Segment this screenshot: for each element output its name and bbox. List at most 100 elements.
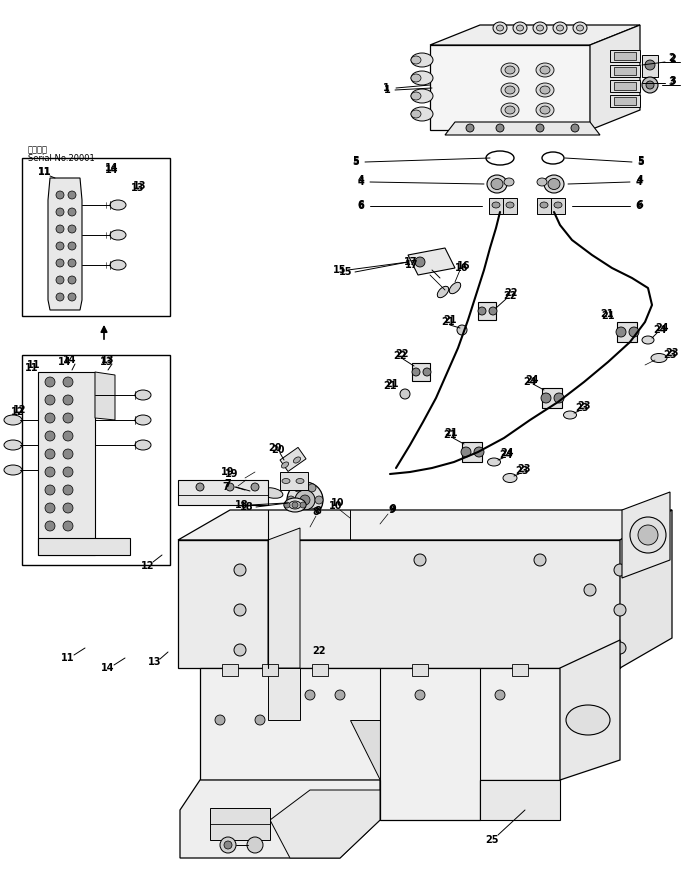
Ellipse shape (135, 390, 151, 400)
Circle shape (300, 502, 306, 508)
Circle shape (541, 393, 551, 403)
Ellipse shape (110, 260, 126, 270)
Ellipse shape (566, 705, 610, 735)
Circle shape (616, 327, 626, 337)
Circle shape (629, 327, 639, 337)
Text: 5: 5 (353, 157, 359, 167)
Text: 6: 6 (636, 200, 643, 210)
Text: 4: 4 (636, 177, 642, 187)
Circle shape (461, 447, 471, 457)
Text: 20: 20 (268, 443, 282, 453)
Circle shape (63, 467, 73, 477)
Circle shape (63, 395, 73, 405)
Text: 23: 23 (665, 348, 679, 358)
Text: 7: 7 (222, 482, 229, 492)
Text: 4: 4 (357, 177, 364, 187)
Bar (210, 808, 270, 840)
Ellipse shape (501, 83, 519, 97)
Circle shape (638, 525, 658, 545)
Ellipse shape (642, 336, 654, 344)
Circle shape (56, 259, 64, 267)
Text: 18: 18 (235, 500, 249, 510)
Circle shape (45, 395, 55, 405)
Text: 11: 11 (38, 167, 52, 177)
Text: 13: 13 (100, 357, 114, 367)
Text: 22: 22 (312, 646, 326, 656)
Text: 6: 6 (357, 201, 364, 211)
Circle shape (45, 467, 55, 477)
Text: 14: 14 (58, 357, 72, 367)
Circle shape (284, 554, 296, 566)
Text: 2: 2 (668, 53, 675, 63)
Text: 4: 4 (357, 175, 364, 185)
Bar (610, 65, 640, 77)
Ellipse shape (573, 22, 587, 34)
Circle shape (287, 496, 295, 504)
Polygon shape (200, 668, 560, 820)
Text: 3: 3 (668, 77, 675, 87)
Circle shape (45, 449, 55, 459)
Ellipse shape (536, 83, 554, 97)
Circle shape (56, 276, 64, 284)
Text: 2: 2 (670, 54, 677, 64)
Text: 14: 14 (105, 165, 119, 175)
Circle shape (474, 447, 484, 457)
Bar (412, 363, 430, 381)
Text: 14: 14 (101, 663, 115, 673)
Circle shape (294, 484, 302, 492)
Bar (614, 52, 636, 60)
Polygon shape (38, 372, 95, 555)
Text: 21: 21 (383, 381, 397, 391)
Bar (614, 97, 636, 105)
Bar (280, 472, 308, 490)
Polygon shape (270, 790, 380, 858)
Circle shape (68, 225, 76, 233)
Circle shape (294, 508, 302, 516)
Text: 13: 13 (101, 355, 115, 365)
Circle shape (571, 124, 579, 132)
Ellipse shape (544, 175, 564, 193)
Text: 24: 24 (501, 448, 514, 458)
Bar (542, 388, 562, 408)
Text: 24: 24 (655, 323, 669, 333)
Ellipse shape (651, 353, 667, 362)
Ellipse shape (284, 498, 306, 512)
Polygon shape (268, 668, 300, 720)
Ellipse shape (4, 415, 22, 425)
Ellipse shape (501, 63, 519, 77)
Ellipse shape (282, 462, 288, 468)
Bar (614, 67, 636, 75)
Bar (503, 198, 517, 214)
Polygon shape (445, 122, 600, 135)
Circle shape (68, 208, 76, 216)
Polygon shape (560, 640, 620, 780)
Ellipse shape (540, 66, 550, 74)
Text: 6: 6 (357, 200, 364, 210)
Polygon shape (430, 25, 640, 45)
Text: 21: 21 (385, 379, 399, 389)
Circle shape (45, 431, 55, 441)
Ellipse shape (504, 178, 514, 186)
Polygon shape (178, 480, 268, 505)
Ellipse shape (506, 202, 514, 208)
Ellipse shape (540, 86, 550, 94)
Circle shape (63, 377, 73, 387)
Circle shape (645, 60, 655, 70)
Text: 20: 20 (271, 445, 285, 455)
Bar (617, 322, 637, 342)
Ellipse shape (548, 178, 560, 189)
Text: 21: 21 (443, 315, 457, 325)
Circle shape (614, 642, 626, 654)
Text: 13: 13 (133, 181, 147, 191)
Circle shape (287, 482, 323, 518)
Circle shape (614, 564, 626, 576)
Ellipse shape (537, 25, 544, 31)
Text: 15: 15 (339, 267, 353, 277)
Text: 9: 9 (389, 504, 396, 514)
Circle shape (56, 191, 64, 199)
Text: 11: 11 (38, 167, 52, 177)
Ellipse shape (554, 202, 562, 208)
Text: 22: 22 (396, 349, 409, 359)
Text: 23: 23 (575, 403, 589, 413)
Ellipse shape (503, 473, 517, 482)
